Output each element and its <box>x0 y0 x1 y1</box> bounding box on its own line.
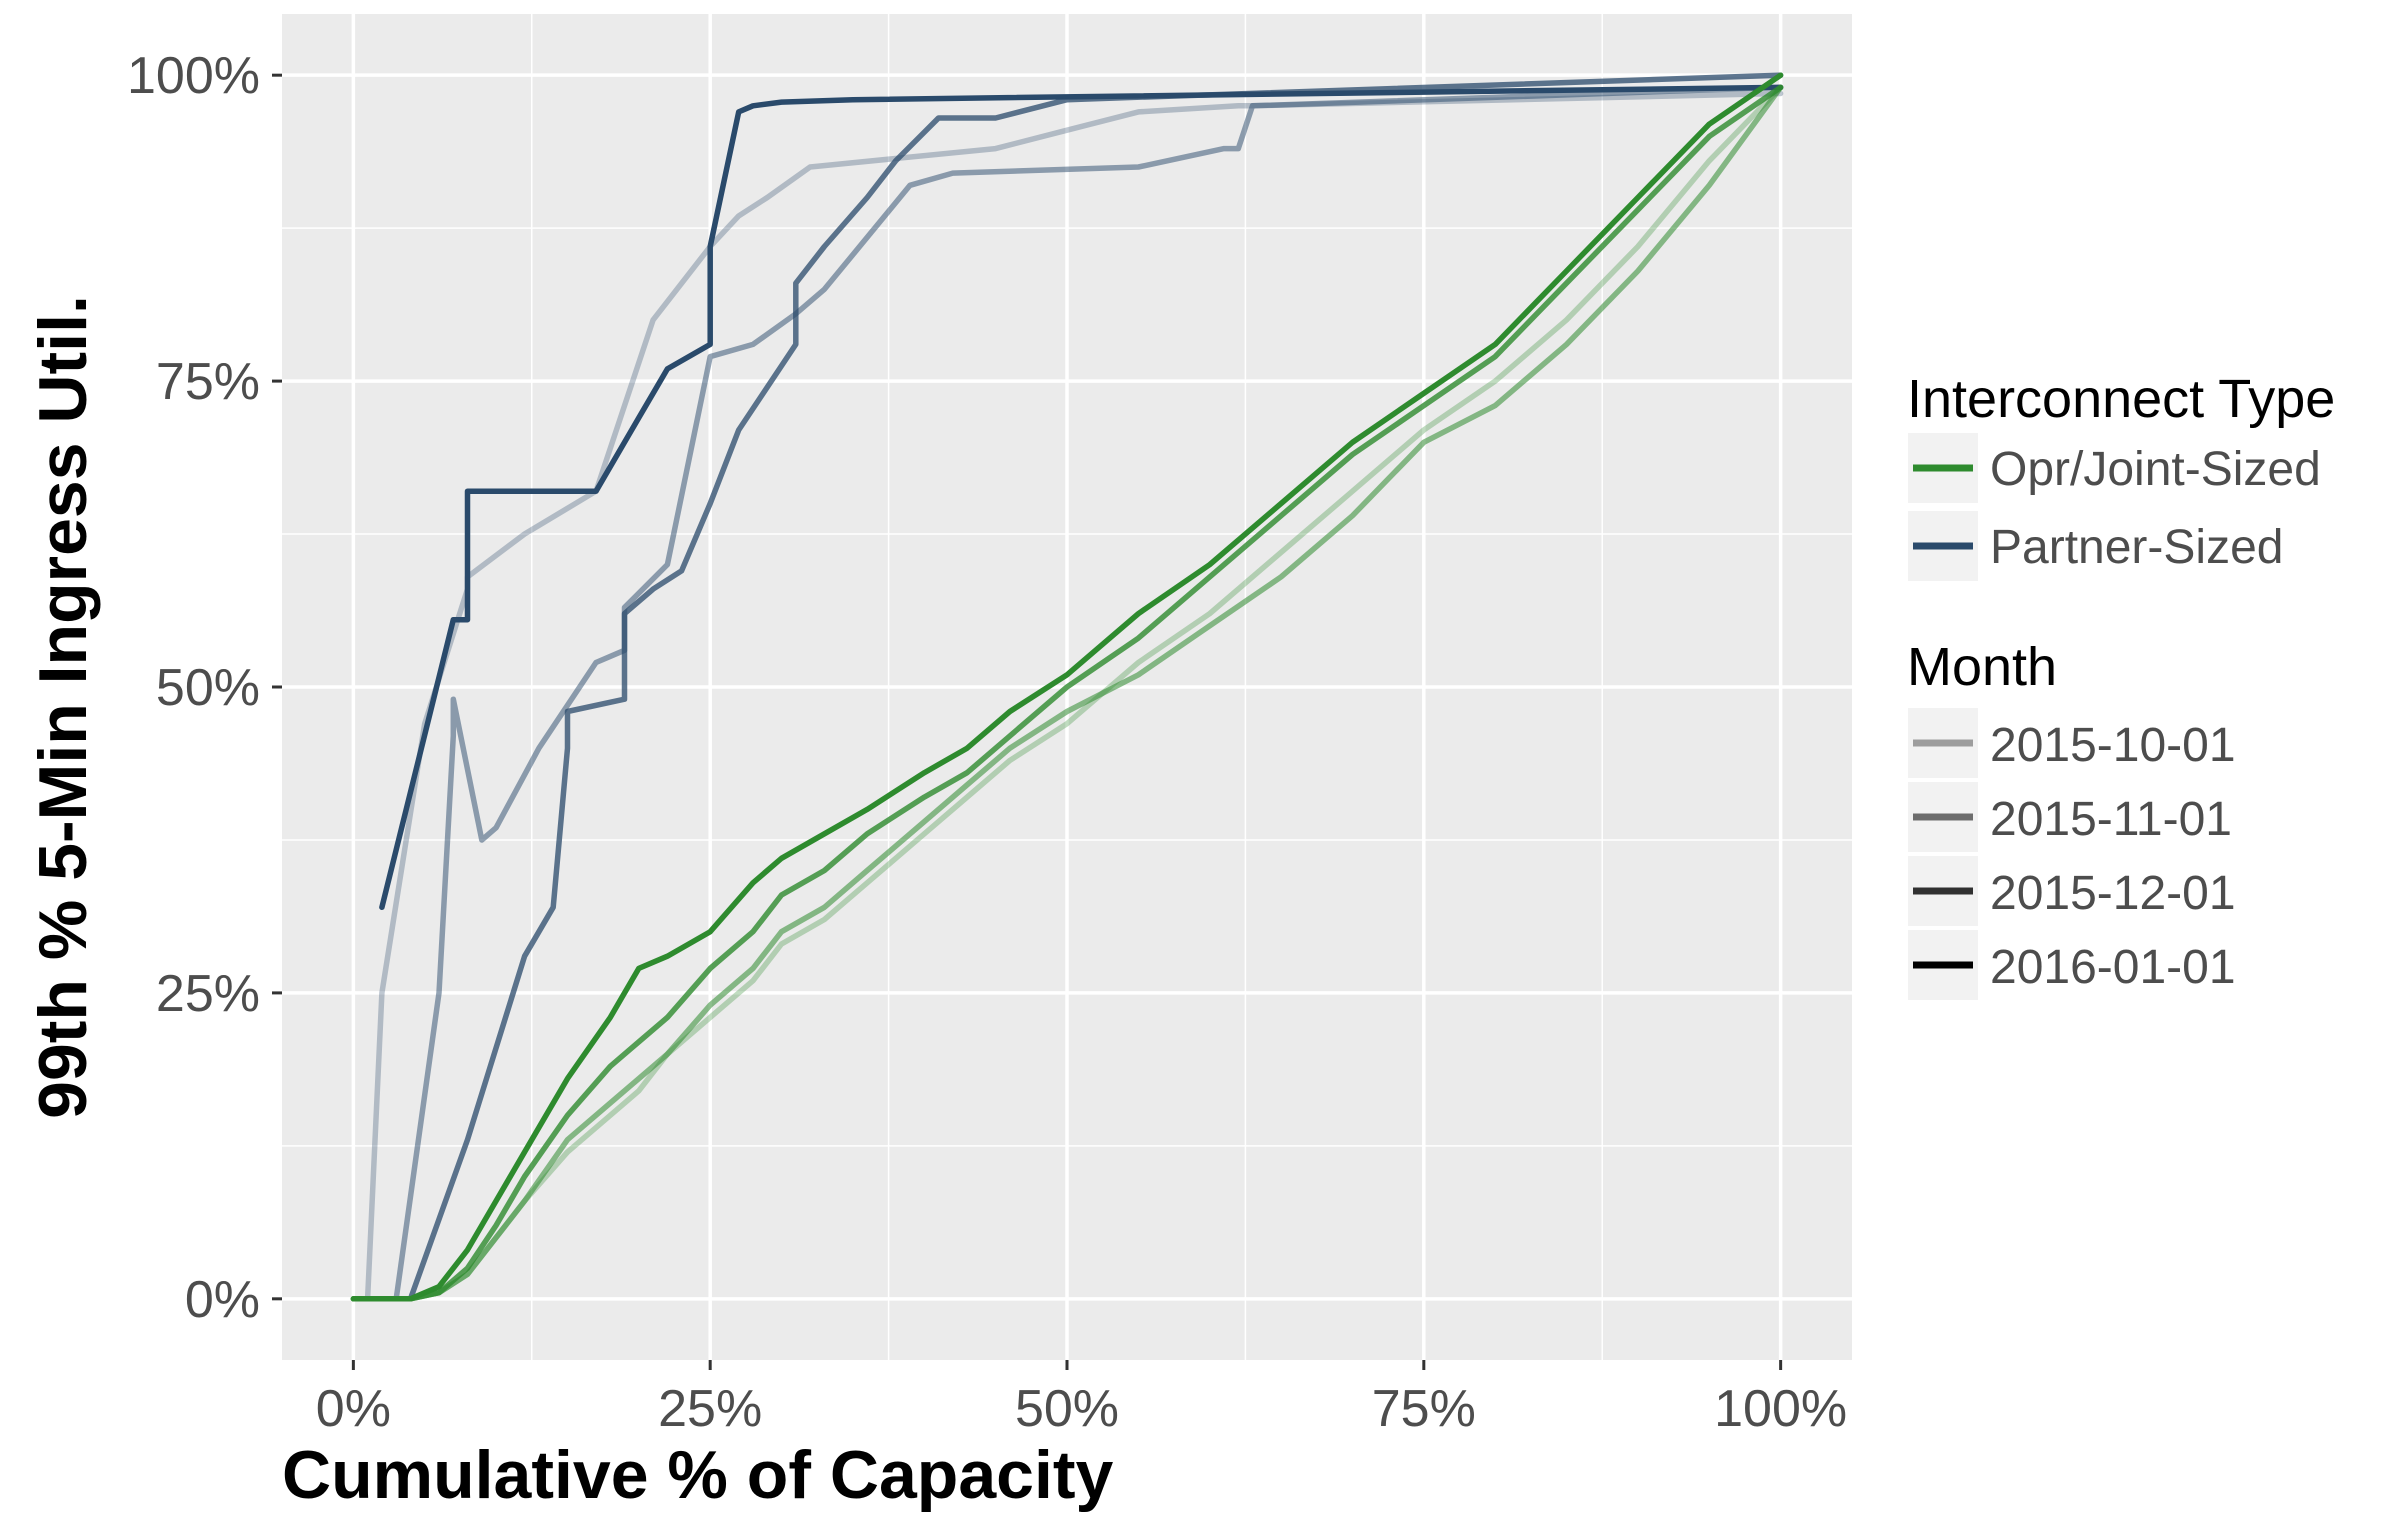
y-tick-label: 25% <box>156 965 260 1023</box>
series-line-partner-sized-2015-11-01 <box>379 84 1784 1302</box>
x-tick-labels: 0% 25% 50% 75% 100% <box>316 1380 1847 1438</box>
y-tick-labels: 0% 25% 50% 75% 100% <box>127 47 260 1329</box>
series-line-opr-joint-sized-2016-01-01 <box>350 72 1784 1302</box>
legend-label-m1: 2015-10-01 <box>1990 719 2236 772</box>
x-tick-label: 25% <box>658 1380 762 1438</box>
x-tick-label: 50% <box>1015 1380 1119 1438</box>
series-line-partner-sized-2015-12-01 <box>407 72 1784 1302</box>
legend-label-m3: 2015-12-01 <box>1990 867 2236 920</box>
legend-title-interconnect: Interconnect Type <box>1907 369 2335 429</box>
legend-key-bg-m1 <box>1908 708 1978 778</box>
y-tick-label: 50% <box>156 659 260 717</box>
legend-label-m4: 2016-01-01 <box>1990 941 2236 994</box>
legend: Interconnect Type Opr/Joint-Sized Partne… <box>1907 369 2335 1000</box>
legend-title-month: Month <box>1907 637 2057 697</box>
series-line-partner-sized-2016-01-01 <box>379 84 1784 911</box>
axis-ticks <box>272 73 1783 1370</box>
y-axis-title: 99th % 5-Min Ingress Util. <box>25 295 101 1119</box>
y-tick-label: 100% <box>127 47 260 105</box>
series-line-opr-joint-sized-2015-11-01 <box>350 84 1784 1302</box>
x-tick-label: 75% <box>1372 1380 1476 1438</box>
legend-label-partner: Partner-Sized <box>1990 521 2283 574</box>
y-tick-label: 75% <box>156 353 260 411</box>
series-lines <box>350 72 1784 1302</box>
legend-label-m2: 2015-11-01 <box>1990 793 2232 846</box>
x-tick-label: 100% <box>1714 1380 1847 1438</box>
y-tick-label: 0% <box>185 1271 260 1329</box>
legend-label-opr: Opr/Joint-Sized <box>1990 443 2321 496</box>
x-tick-label: 0% <box>316 1380 391 1438</box>
x-axis-title: Cumulative % of Capacity <box>282 1437 1113 1513</box>
series-line-opr-joint-sized-2015-12-01 <box>350 84 1784 1302</box>
